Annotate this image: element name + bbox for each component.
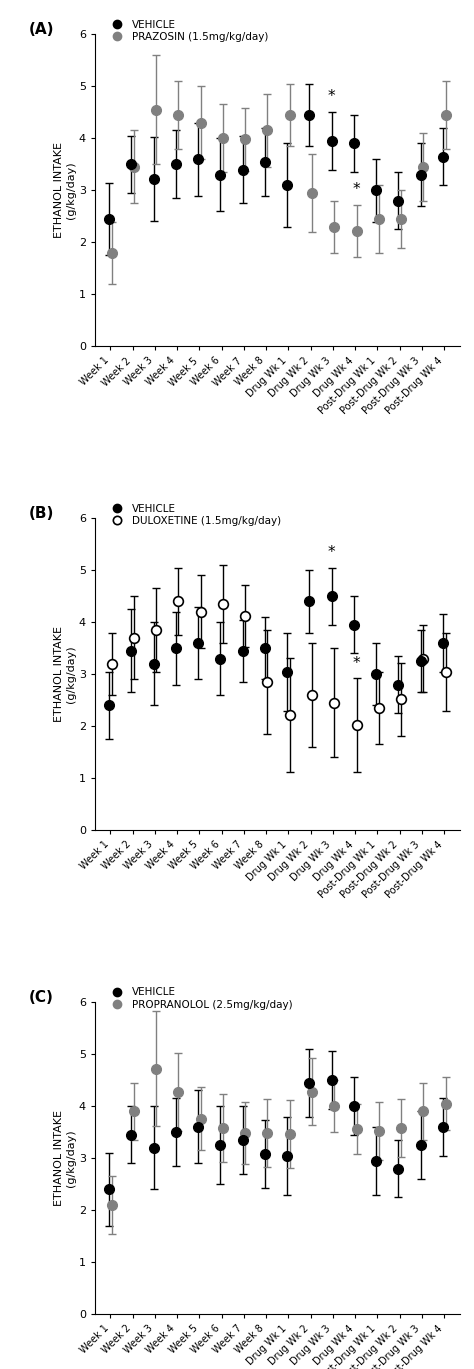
Y-axis label: ETHANOL INTAKE
(g/kg/day): ETHANOL INTAKE (g/kg/day) (54, 626, 76, 723)
Legend: VEHICLE, DULOXETINE (1.5mg/kg/day): VEHICLE, DULOXETINE (1.5mg/kg/day) (102, 500, 286, 530)
Text: (B): (B) (29, 505, 55, 520)
Text: (C): (C) (29, 990, 54, 1005)
Legend: VEHICLE, PROPRANOLOL (2.5mg/kg/day): VEHICLE, PROPRANOLOL (2.5mg/kg/day) (102, 983, 297, 1013)
Text: *: * (353, 656, 360, 671)
Text: *: * (328, 545, 336, 560)
Text: *: * (353, 182, 360, 197)
Y-axis label: ETHANOL INTAKE
(g/kg/day): ETHANOL INTAKE (g/kg/day) (54, 142, 76, 238)
Text: (A): (A) (29, 22, 55, 37)
Legend: VEHICLE, PRAZOSIN (1.5mg/kg/day): VEHICLE, PRAZOSIN (1.5mg/kg/day) (102, 15, 273, 47)
Text: *: * (328, 89, 336, 104)
Y-axis label: ETHANOL INTAKE
(g/kg/day): ETHANOL INTAKE (g/kg/day) (54, 1110, 76, 1206)
